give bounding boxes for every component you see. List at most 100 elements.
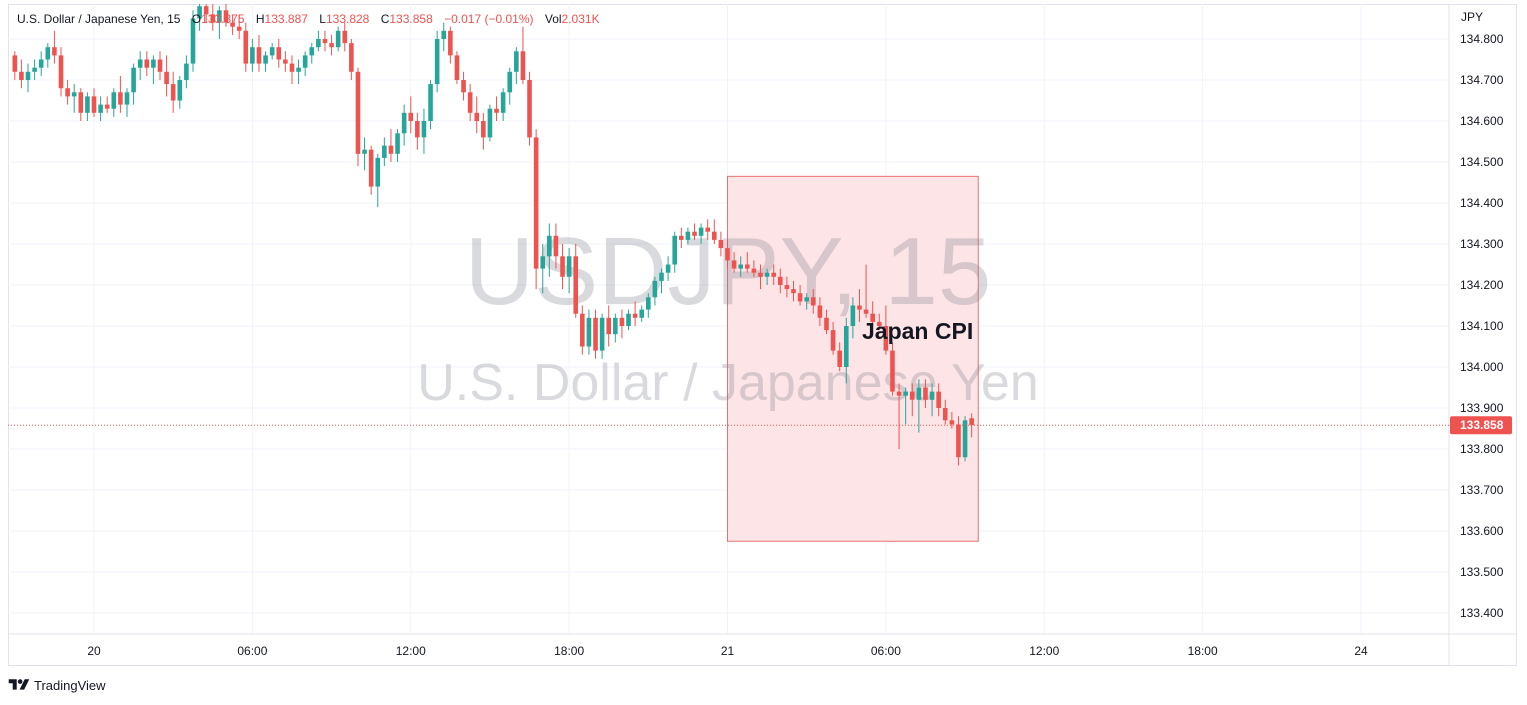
candle-body xyxy=(514,51,519,72)
legend-close-value: 133.858 xyxy=(389,12,433,26)
candle-body xyxy=(731,260,737,269)
price-tick-label: 133.800 xyxy=(1460,442,1504,456)
candle-body xyxy=(487,108,493,138)
candle-body xyxy=(758,272,763,277)
annotation-box-layer xyxy=(727,175,979,542)
candle-body xyxy=(177,80,183,101)
candle-body xyxy=(777,276,783,285)
candle-body xyxy=(131,67,136,93)
candle-body xyxy=(342,30,348,44)
price-tick-label: 133.700 xyxy=(1460,483,1504,497)
candle-body xyxy=(903,391,908,396)
candle-body xyxy=(784,285,790,290)
candle-body xyxy=(454,55,460,80)
candle-body xyxy=(309,47,315,56)
candle-body xyxy=(540,256,546,269)
candle-body xyxy=(401,112,407,134)
candle-body xyxy=(38,59,44,68)
candle-body xyxy=(52,47,57,56)
candle-body xyxy=(791,289,796,294)
candle-body xyxy=(533,137,539,269)
candle-body xyxy=(283,59,288,64)
candle-body xyxy=(613,317,618,335)
price-tick-label: 134.100 xyxy=(1460,319,1504,333)
candle-body xyxy=(408,112,414,121)
candle-body xyxy=(810,297,816,306)
candle-body xyxy=(843,326,849,367)
candle-body xyxy=(850,305,856,326)
candle-body xyxy=(956,424,961,458)
candle-body xyxy=(395,133,400,154)
candle-body xyxy=(223,10,229,23)
candle-body xyxy=(632,313,638,318)
price-axis[interactable]: JPY 134.800 134.700 134.600 134.500 134.400 1… xyxy=(1460,10,1504,620)
candle-body xyxy=(164,71,169,85)
legend-open-value: 133.875 xyxy=(201,12,245,26)
legend-symbol[interactable]: U.S. Dollar / Japanese Yen, 15 xyxy=(17,12,181,26)
tradingview-logo-icon xyxy=(8,679,30,690)
candle-body xyxy=(256,47,262,64)
candle-body xyxy=(322,39,328,44)
candle-body xyxy=(302,55,308,68)
axis-currency-label: JPY xyxy=(1461,10,1483,24)
candle-body xyxy=(942,408,948,421)
candle-body xyxy=(217,10,222,23)
legend-change: −0.017 (−0.01%) xyxy=(444,12,534,26)
candle-body xyxy=(467,92,473,113)
candle-body xyxy=(586,317,592,347)
candle-body xyxy=(560,256,565,277)
candle-body xyxy=(520,51,526,80)
candle-body xyxy=(599,317,605,351)
time-axis[interactable]: 20 06:00 12:00 18:00 21 06:00 12:00 18:00 24 xyxy=(87,644,1368,658)
candle-body xyxy=(890,350,895,392)
watermark-symbol: USDJPY, 15 xyxy=(465,218,992,325)
candle-body xyxy=(111,92,117,109)
legend-low-label: L xyxy=(319,12,326,26)
time-tick-label: 21 xyxy=(721,644,735,658)
candle-body xyxy=(876,321,882,326)
candle-body xyxy=(289,63,295,72)
time-tick-label: 12:00 xyxy=(1029,644,1059,658)
candle-body xyxy=(170,84,176,101)
candle-body xyxy=(230,22,235,27)
candle-body xyxy=(388,145,394,154)
candle-body xyxy=(909,391,915,400)
legend-volume-label: Vol xyxy=(544,12,562,26)
candle-body xyxy=(527,80,532,138)
candle-body xyxy=(58,55,64,89)
candle-body xyxy=(883,326,889,351)
candle-body xyxy=(269,47,275,56)
candle-body xyxy=(507,71,513,93)
candle-body xyxy=(190,18,196,64)
candle-body xyxy=(936,391,941,408)
candle-body xyxy=(203,6,209,15)
candle-body xyxy=(606,317,612,335)
candle-body xyxy=(316,39,321,48)
annotation-label[interactable]: Japan CPI xyxy=(862,318,973,344)
candle-body xyxy=(659,272,664,281)
candle-body xyxy=(362,149,367,154)
candle-body xyxy=(71,92,77,97)
candle-body xyxy=(349,43,354,72)
time-tick-label: 06:00 xyxy=(871,644,901,658)
footer-brand-name: TradingView xyxy=(34,677,106,693)
price-tick-label: 134.200 xyxy=(1460,278,1504,292)
candle-body xyxy=(969,418,974,426)
candle-body xyxy=(817,305,823,318)
candle-body xyxy=(144,59,150,68)
last-price-layer: 133.858 xyxy=(8,416,1512,435)
candle-body xyxy=(368,149,374,187)
candle-body xyxy=(494,108,499,113)
candle-body xyxy=(744,264,750,269)
candle-body xyxy=(481,121,486,138)
candle-body xyxy=(12,55,18,72)
footer-branding[interactable]: TradingView xyxy=(8,677,106,693)
candle-body xyxy=(461,80,466,93)
legend-close-label: C xyxy=(380,12,390,26)
candle-body xyxy=(738,264,743,269)
candle-body xyxy=(124,92,130,105)
candle-body xyxy=(712,231,717,240)
candle-body xyxy=(553,235,559,257)
candle-body xyxy=(98,104,103,113)
